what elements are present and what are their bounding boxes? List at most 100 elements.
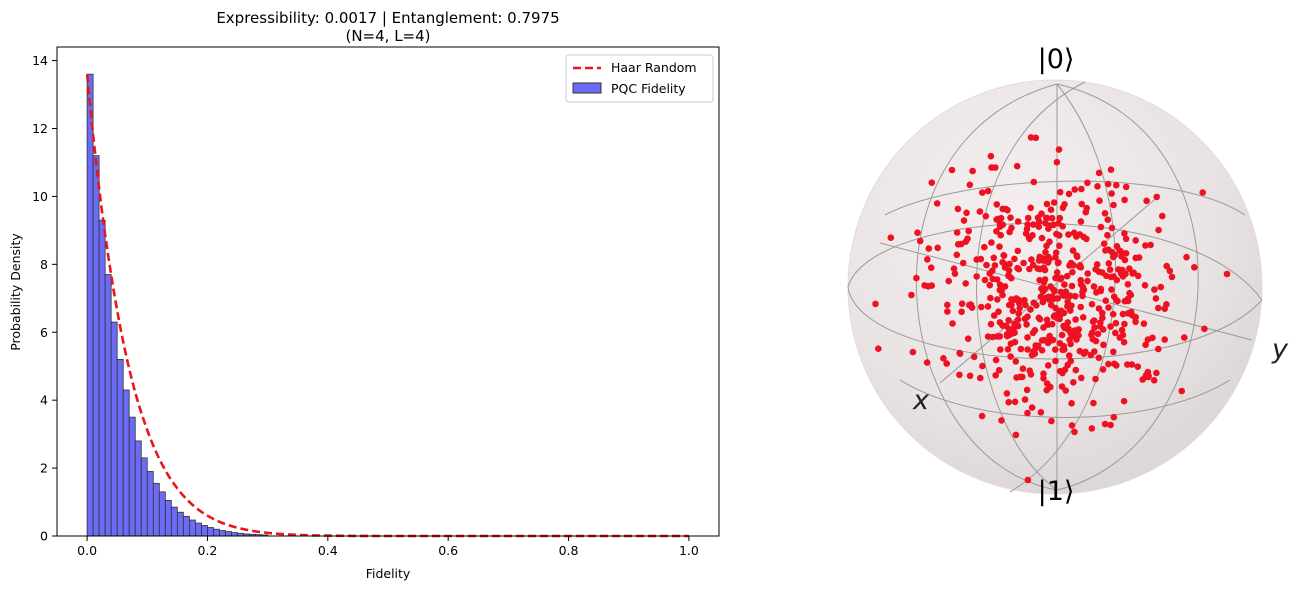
- bloch-point: [928, 179, 936, 186]
- bloch-point: [1072, 293, 1079, 300]
- bloch-point: [1181, 334, 1188, 341]
- bloch-point: [964, 335, 972, 343]
- bloch-point: [1120, 397, 1128, 405]
- bloch-point: [995, 366, 1003, 374]
- haar-random-line: [85, 74, 689, 538]
- bloch-point: [1001, 260, 1008, 268]
- bloch-point: [1077, 303, 1084, 311]
- bloch-point: [1079, 314, 1087, 321]
- bloch-point: [1029, 329, 1037, 337]
- plot-frame: [56, 46, 720, 537]
- bloch-point: [1054, 295, 1062, 302]
- bloch-point: [1065, 352, 1073, 359]
- histogram-bar: [128, 416, 136, 537]
- histogram-bar: [110, 321, 118, 537]
- bloch-point: [976, 208, 984, 215]
- bloch-point: [1102, 272, 1110, 280]
- bloch-point: [1030, 299, 1037, 307]
- bloch-point: [1092, 375, 1099, 383]
- latitude-lower: [899, 379, 1231, 418]
- bloch-point: [1005, 398, 1012, 406]
- bloch-point: [1095, 354, 1103, 362]
- bloch-point: [923, 359, 931, 366]
- bloch-point: [993, 276, 1001, 283]
- bloch-point: [1017, 345, 1025, 353]
- bloch-point: [1112, 329, 1119, 337]
- bloch-point: [1055, 220, 1062, 227]
- bloch-point: [1007, 214, 1014, 221]
- bloch-point: [996, 281, 1004, 289]
- histogram-bar: [98, 219, 106, 537]
- bloch-point: [1102, 297, 1109, 305]
- bloch-point: [982, 212, 990, 220]
- bloch-point: [988, 239, 995, 246]
- bloch-point: [989, 267, 996, 275]
- bloch-point: [1126, 265, 1133, 273]
- legend-pqc-label: PQC Fidelity: [611, 81, 686, 96]
- bloch-point: [1113, 243, 1121, 250]
- bloch-point: [1046, 255, 1053, 263]
- bloch-point: [986, 281, 994, 289]
- histogram-bar: [195, 522, 202, 537]
- histogram-bar: [213, 528, 220, 537]
- bloch-point: [1110, 413, 1118, 421]
- bloch-point: [1084, 179, 1091, 187]
- bloch-point: [1021, 315, 1029, 323]
- bloch-point: [1031, 350, 1039, 358]
- bloch-point: [1041, 276, 1049, 283]
- bloch-point: [987, 320, 995, 328]
- bloch-point: [1064, 298, 1071, 305]
- bloch-point: [1004, 346, 1012, 353]
- x-tick-label: 0.4: [318, 543, 338, 558]
- bloch-point: [933, 200, 941, 207]
- bloch-point: [1078, 200, 1085, 208]
- bloch-point: [1178, 387, 1185, 395]
- bloch-point: [1023, 386, 1031, 394]
- bloch-point: [1076, 262, 1084, 269]
- bloch-point: [1022, 301, 1029, 309]
- bloch-point: [1043, 380, 1051, 387]
- bloch-point: [1019, 373, 1026, 381]
- bloch-point: [996, 243, 1003, 250]
- bloch-point: [1124, 361, 1131, 368]
- bloch-point: [995, 308, 1002, 316]
- histogram-bars: [86, 73, 269, 537]
- histogram-bar: [164, 499, 172, 537]
- bloch-point: [1141, 282, 1149, 289]
- bloch-point: [996, 286, 1004, 294]
- bloch-point: [1105, 304, 1112, 311]
- bloch-point: [1014, 247, 1022, 255]
- bloch-point: [1007, 353, 1014, 360]
- ket-one-label: |1⟩: [1038, 476, 1075, 507]
- bloch-point: [913, 274, 920, 282]
- bloch-point: [1046, 332, 1053, 340]
- bloch-point: [1108, 224, 1116, 232]
- bloch-point: [1035, 218, 1043, 225]
- bloch-point: [1056, 242, 1063, 250]
- bloch-point: [987, 294, 994, 302]
- bloch-point: [1012, 358, 1020, 365]
- bloch-point: [916, 237, 924, 245]
- bloch-point: [1068, 422, 1076, 429]
- bloch-point: [1131, 314, 1139, 321]
- bloch-point: [875, 345, 882, 353]
- bloch-point: [1069, 261, 1077, 269]
- bloch-point: [1037, 293, 1045, 301]
- bloch-point: [1096, 323, 1104, 330]
- bloch-point: [1109, 310, 1117, 318]
- bloch-point: [1104, 216, 1112, 223]
- bloch-point: [1056, 188, 1064, 196]
- y-axis-label: Probability Density: [8, 233, 23, 351]
- bloch-point: [1097, 223, 1105, 231]
- bloch-point: [1011, 255, 1018, 263]
- bloch-point: [1078, 374, 1085, 382]
- bloch-point: [1124, 295, 1132, 303]
- histogram-bar: [116, 359, 124, 537]
- bloch-point: [1035, 257, 1043, 264]
- bloch-point: [951, 270, 959, 278]
- bloch-point: [1057, 288, 1065, 296]
- bloch-point: [1009, 330, 1016, 337]
- bloch-point: [990, 312, 998, 319]
- bloch-point: [959, 259, 967, 267]
- histogram-bar: [225, 531, 232, 537]
